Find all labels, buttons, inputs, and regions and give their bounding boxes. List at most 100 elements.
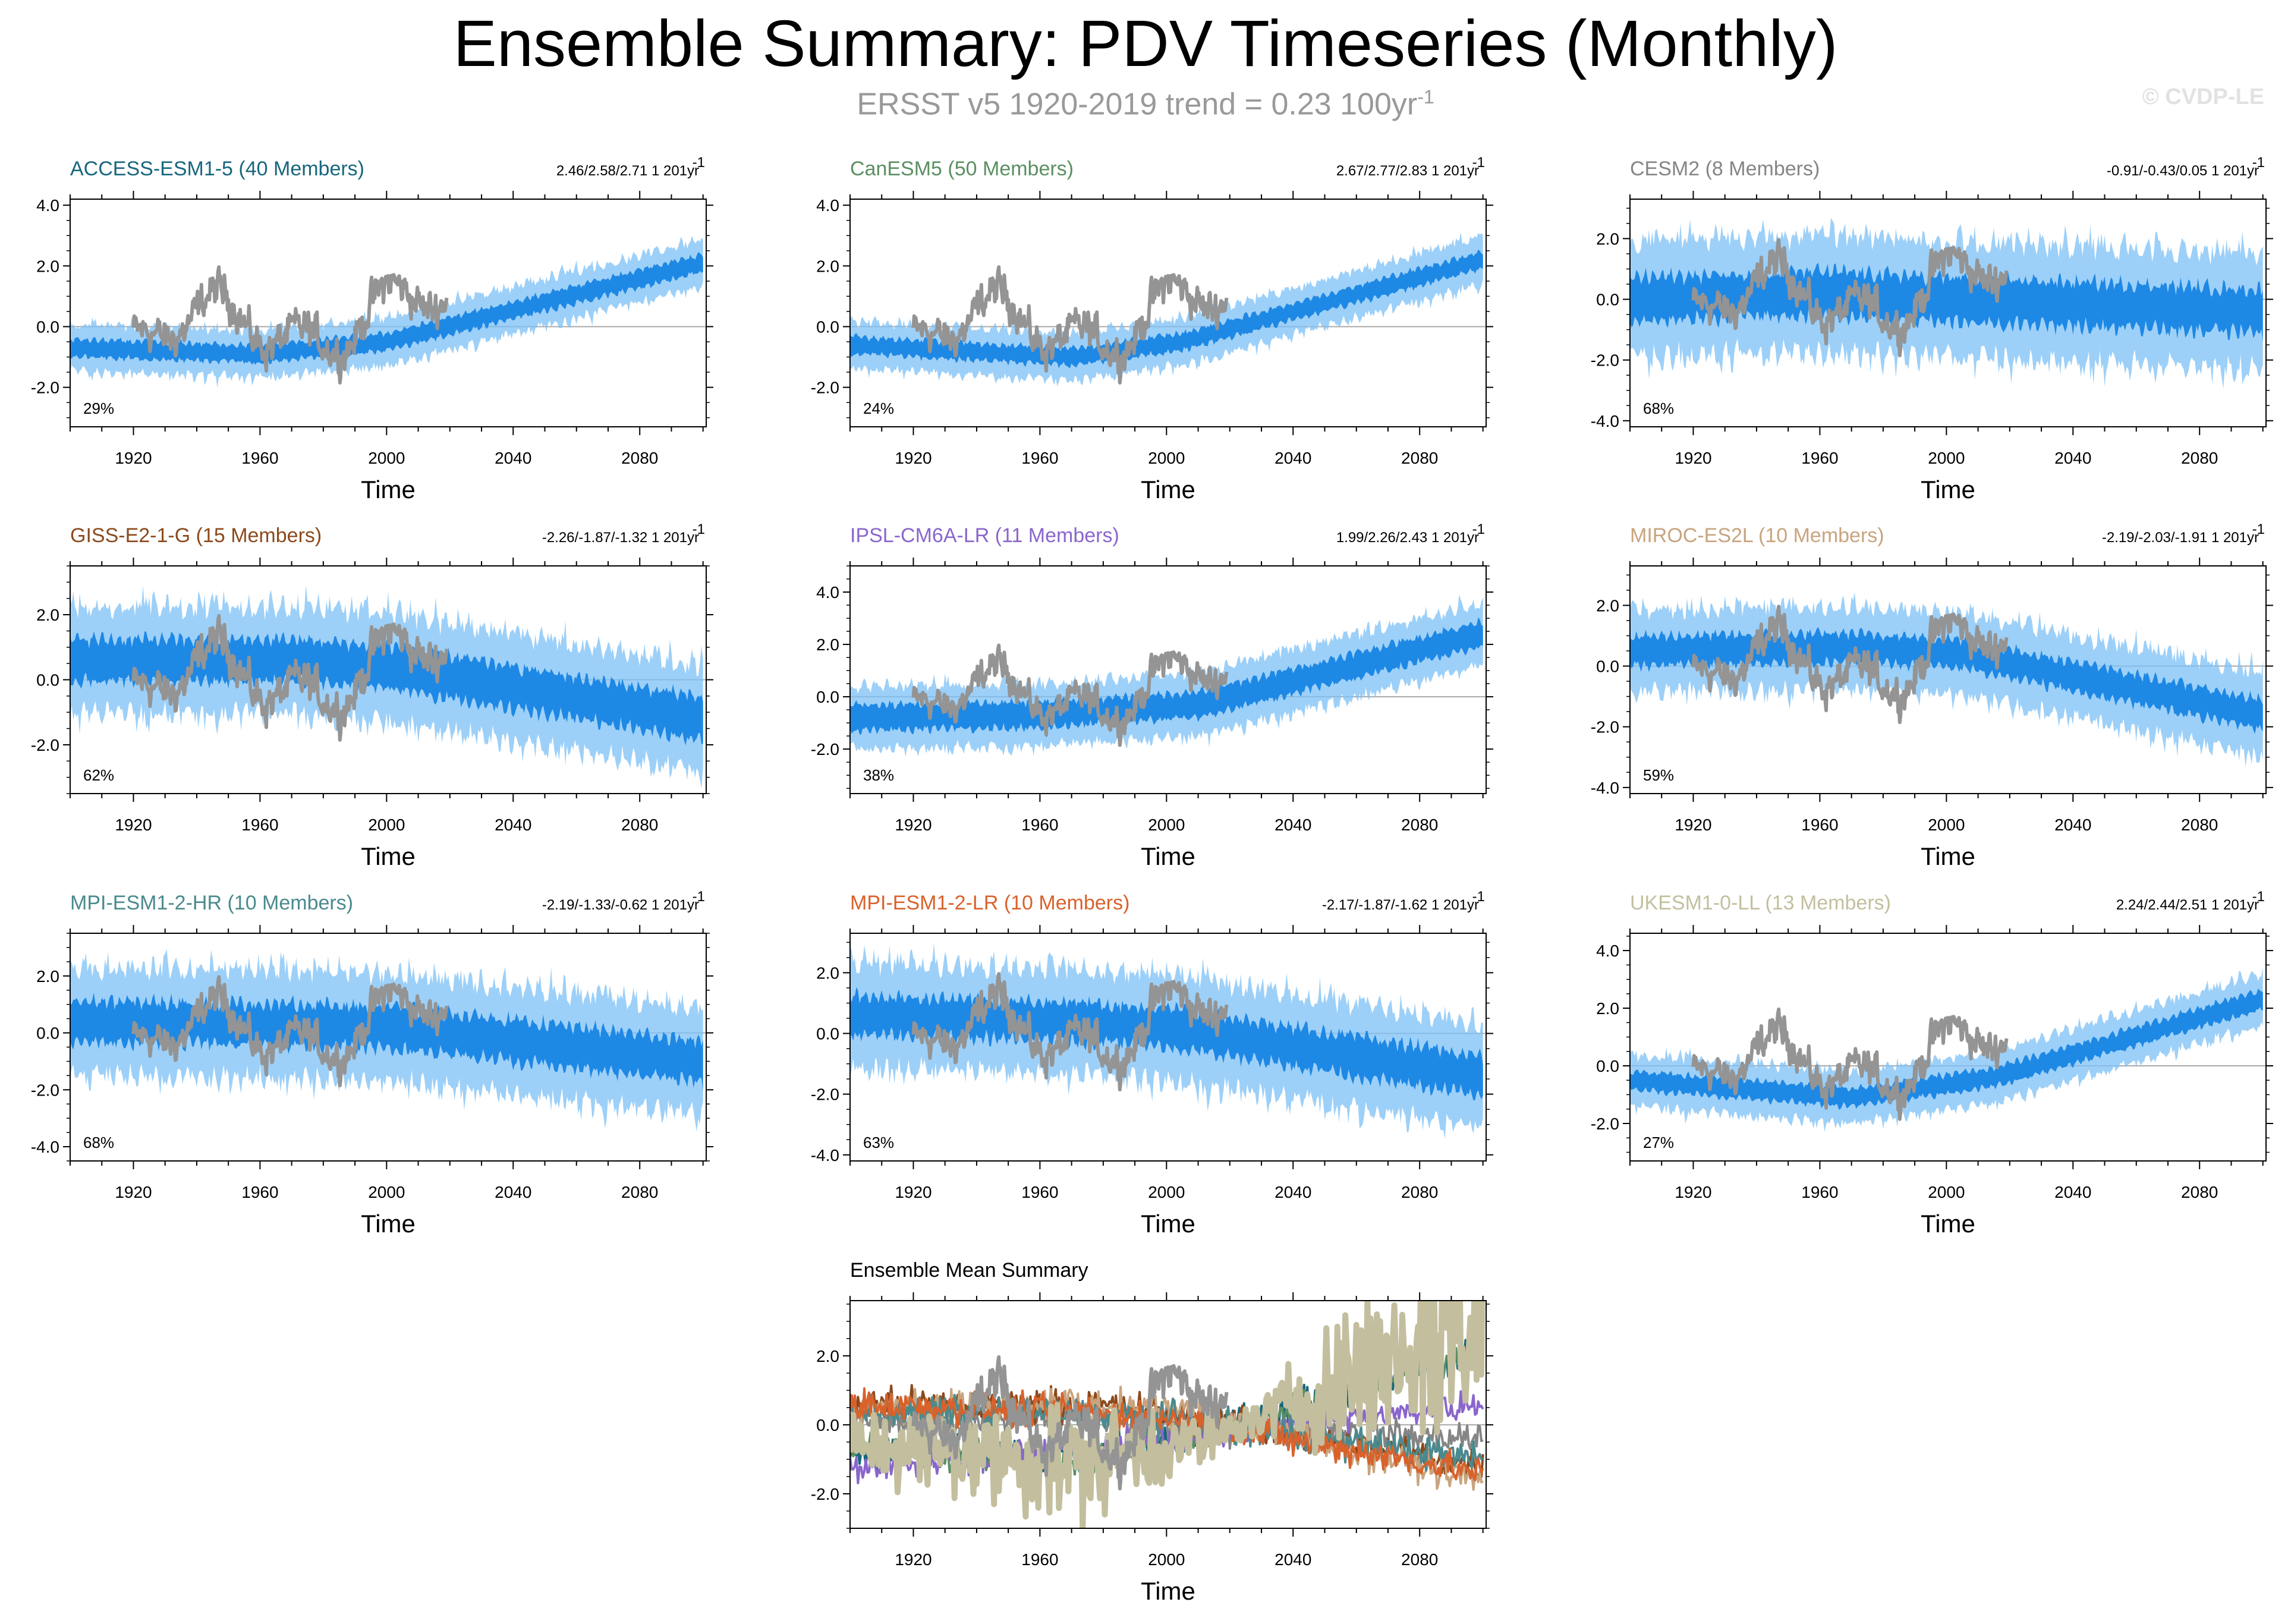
- plot-area: [1630, 218, 2266, 389]
- x-tick-label: 2080: [2181, 449, 2218, 467]
- y-tick-label: 0.0: [36, 1024, 59, 1043]
- x-tick-label: 2040: [1274, 1183, 1311, 1201]
- y-tick-label: 0.0: [1596, 291, 1619, 309]
- x-tick-label: 1960: [241, 449, 278, 467]
- y-tick-label: -2.0: [1591, 1115, 1619, 1133]
- chart-panel: 4.0 2.0 0.0 -2.0 1920 1960 2000 2040 2080 Time ACC…: [31, 155, 713, 503]
- observed-series-line: [911, 643, 1229, 747]
- plot-frame: [1629, 565, 2267, 794]
- plot-area: [1630, 967, 2266, 1132]
- x-tick-label: 2040: [495, 1183, 531, 1201]
- plot-area: [850, 594, 1486, 757]
- series-line-mpi-esm1-2-lr: [850, 1387, 1484, 1481]
- trend-label-superscript: -1: [693, 521, 705, 537]
- trend-label-superscript: -1: [2252, 521, 2265, 537]
- x-tick-label: 1920: [115, 449, 152, 467]
- percent-label: 24%: [863, 399, 894, 417]
- x-tick-label: 1920: [1675, 816, 1711, 834]
- x-tick-label: 2000: [368, 816, 405, 834]
- trend-label: -2.26/-1.87/-1.32 1 201yr: [542, 530, 699, 546]
- x-tick-label: 2040: [1274, 1550, 1311, 1569]
- y-tick-label: 2.0: [1596, 596, 1619, 615]
- ensemble-range-band: [1630, 967, 2263, 1132]
- percent-label: 68%: [83, 1134, 114, 1151]
- panel-title: ACCESS-ESM1-5 (40 Members): [70, 158, 364, 180]
- x-tick-label: 2080: [1401, 1183, 1438, 1201]
- x-tick-label: 2000: [1928, 816, 1965, 834]
- trend-label: 2.24/2.44/2.51 1 201yr: [2116, 897, 2259, 913]
- plot-area: [850, 232, 1486, 387]
- x-axis-title: Time: [1141, 476, 1195, 503]
- trend-label-superscript: -1: [1472, 155, 1485, 171]
- ensemble-spread-band: [850, 617, 1483, 735]
- x-tick-label: 1920: [115, 1183, 152, 1201]
- x-tick-label: 2080: [621, 449, 658, 467]
- trend-label: 2.67/2.77/2.83 1 201yr: [1336, 163, 1479, 179]
- observed-series-line: [1691, 238, 2009, 357]
- trend-label-superscript: -1: [1472, 521, 1485, 537]
- y-tick-label: 0.0: [816, 688, 839, 706]
- plot-area: [850, 1301, 1486, 1528]
- trend-label: -2.17/-1.87/-1.62 1 201yr: [1322, 897, 1479, 913]
- panel-title: CESM2 (8 Members): [1630, 158, 1820, 180]
- plot-frame: [849, 199, 1487, 427]
- trend-label-superscript: -1: [693, 889, 705, 905]
- panel-title: CanESM5 (50 Members): [850, 158, 1074, 180]
- x-tick-label: 2080: [1401, 816, 1438, 834]
- y-tick-label: -2.0: [1591, 351, 1619, 370]
- y-tick-label: 4.0: [816, 583, 839, 602]
- y-tick-label: 2.0: [1596, 999, 1619, 1018]
- x-tick-label: 2000: [1148, 816, 1185, 834]
- observed-series-line: [911, 972, 1229, 1091]
- plot-frame: [70, 199, 707, 427]
- plot-frame: [849, 933, 1487, 1162]
- x-tick-label: 1920: [895, 449, 931, 467]
- x-tick-label: 1960: [1801, 816, 1838, 834]
- plot-area: [850, 943, 1486, 1139]
- x-tick-label: 1960: [1801, 449, 1838, 467]
- plot-frame: [849, 1300, 1487, 1529]
- y-tick-label: 4.0: [36, 196, 59, 215]
- percent-label: 68%: [1643, 399, 1674, 417]
- x-axis-title: Time: [1141, 1577, 1195, 1605]
- x-axis-title: Time: [1921, 1210, 1975, 1238]
- x-tick-label: 1960: [1021, 1183, 1058, 1201]
- panel-title: Ensemble Mean Summary: [850, 1259, 1088, 1282]
- y-tick-label: 0.0: [1596, 1057, 1619, 1075]
- chart-panel: 4.0 2.0 0.0 -2.0 1920 1960 2000 2040 2080 Time IPS…: [811, 521, 1493, 870]
- chart-panel: 4.0 2.0 0.0 -2.0 1920 1960 2000 2040 2080 Time Can…: [811, 155, 1493, 503]
- x-tick-label: 2080: [2181, 1183, 2218, 1201]
- y-tick-label: 0.0: [1596, 657, 1619, 676]
- x-tick-label: 2040: [2054, 449, 2091, 467]
- chart-panel: 2.0 0.0 -2.0 1920 1960 2000 2040 2080 Time Ensemb…: [811, 1259, 1493, 1605]
- y-tick-label: 0.0: [816, 317, 839, 336]
- x-tick-label: 2000: [368, 449, 405, 467]
- panel-title: MPI-ESM1-2-HR (10 Members): [70, 892, 353, 914]
- observed-series-line: [131, 265, 449, 385]
- panel-title: UKESM1-0-LL (13 Members): [1630, 892, 1891, 914]
- y-tick-label: 2.0: [816, 257, 839, 275]
- y-tick-label: -2.0: [811, 379, 839, 397]
- cvdp-watermark: © CVDP-LE: [2142, 84, 2264, 109]
- x-tick-label: 2080: [1401, 1550, 1438, 1569]
- x-axis-title: Time: [361, 476, 416, 503]
- x-axis-title: Time: [1921, 476, 1975, 503]
- x-tick-label: 2000: [368, 1183, 405, 1201]
- percent-label: 38%: [863, 766, 894, 784]
- trend-label-superscript: -1: [693, 155, 705, 171]
- y-tick-label: 4.0: [1596, 942, 1619, 960]
- x-tick-label: 2080: [2181, 816, 2218, 834]
- y-tick-label: 2.0: [1596, 229, 1619, 248]
- observed-series-line: [131, 614, 449, 742]
- y-tick-label: -4.0: [1591, 412, 1619, 430]
- y-tick-label: -2.0: [31, 736, 59, 754]
- figure-title: Ensemble Summary: PDV Timeseries (Monthl…: [453, 7, 1838, 80]
- percent-label: 59%: [1643, 766, 1674, 784]
- x-tick-label: 1960: [241, 1183, 278, 1201]
- x-tick-label: 2080: [1401, 449, 1438, 467]
- x-tick-label: 2080: [621, 816, 658, 834]
- percent-label: 63%: [863, 1134, 894, 1151]
- y-tick-label: 0.0: [816, 1416, 839, 1434]
- x-tick-label: 1960: [1021, 816, 1058, 834]
- trend-label: 2.46/2.58/2.71 1 201yr: [556, 163, 699, 179]
